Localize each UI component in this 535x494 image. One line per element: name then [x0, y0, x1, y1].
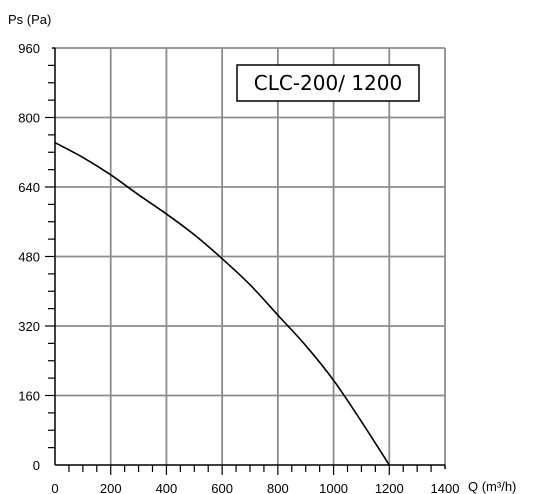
axes: [52, 47, 446, 469]
x-tick-label: 800: [267, 481, 289, 494]
x-tick-label: 400: [156, 481, 178, 494]
model-label: CLC-200/ 1200: [254, 71, 402, 95]
y-tick-label: 0: [33, 458, 40, 473]
y-tick-label: 960: [18, 41, 40, 56]
model-label-box: CLC-200/ 1200: [236, 64, 420, 102]
y-tick-label: 800: [18, 111, 40, 126]
x-tick-label: 0: [51, 481, 58, 494]
y-tick-label: 320: [18, 319, 40, 334]
y-tick-labels: 0 160 320 480 640 800 960: [18, 41, 40, 473]
x-axis-title: Q (m³/h): [468, 479, 516, 494]
x-tick-labels: 0 200 400 600 800 1000 1200 1400: [51, 481, 459, 494]
minor-ticks: [45, 64, 432, 475]
grid: [55, 47, 446, 465]
model-label-frame: [236, 64, 420, 102]
x-tick-label: 1400: [431, 481, 460, 494]
y-tick-label: 640: [18, 180, 40, 195]
x-tick-label: 600: [211, 481, 233, 494]
x-tick-label: 1200: [375, 481, 404, 494]
y-tick-label: 480: [18, 250, 40, 265]
x-tick-label: 200: [100, 481, 122, 494]
y-axis-title: Ps (Pa): [8, 12, 51, 27]
x-tick-label: 1000: [319, 481, 348, 494]
fan-curve-line: [54, 141, 390, 466]
y-tick-label: 160: [18, 389, 40, 404]
series-layer: [54, 141, 390, 466]
